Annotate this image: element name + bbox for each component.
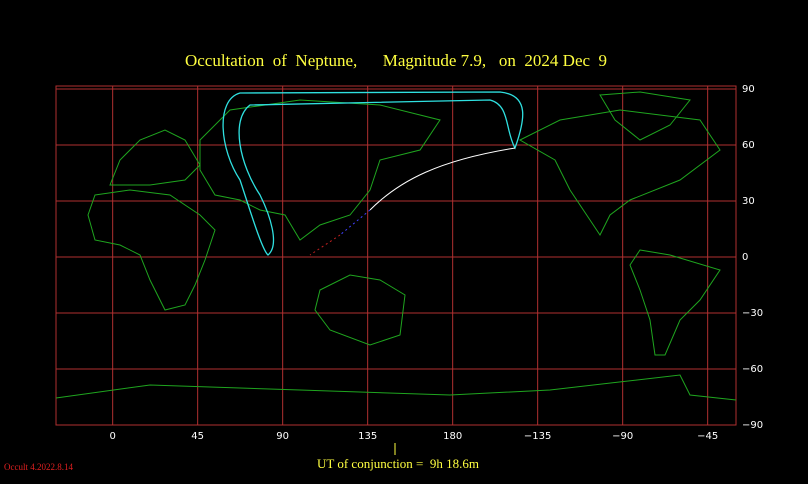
daylight-path — [339, 209, 371, 236]
x-tick-label: 90 — [276, 431, 289, 442]
south-america — [629, 249, 721, 356]
y-tick-label: 30 — [742, 196, 755, 207]
coastlines — [55, 91, 737, 401]
x-tick-label: −90 — [612, 431, 633, 442]
antarctica — [55, 374, 737, 401]
africa — [87, 189, 216, 311]
x-tick-label: 135 — [358, 431, 377, 442]
x-tick-label: 0 — [109, 431, 115, 442]
greenland — [599, 91, 691, 141]
y-tick-label: 90 — [742, 84, 755, 95]
twilight-path — [309, 234, 341, 256]
central-line — [369, 147, 516, 211]
grid — [55, 85, 737, 426]
y-tick-label: −30 — [742, 308, 763, 319]
map-title: Occultation of Neptune, Magnitude 7.9, o… — [185, 51, 607, 70]
y-tick-label: 60 — [742, 140, 755, 151]
x-tick-label: −135 — [524, 431, 551, 442]
visibility-limit-outer — [222, 91, 524, 256]
y-tick-label: −90 — [742, 420, 763, 431]
x-tick-label: 180 — [443, 431, 462, 442]
europe — [109, 129, 201, 186]
version-label: Occult 4.2022.8.14 — [4, 462, 73, 472]
y-tick-label: −60 — [742, 364, 763, 375]
occultation-paths — [222, 91, 524, 256]
x-tick-label: −45 — [697, 431, 718, 442]
north-america — [518, 109, 721, 236]
y-tick-label: 0 — [742, 252, 748, 263]
conjunction-time: UT of conjunction = 9h 18.6m — [317, 456, 479, 471]
x-tick-label: 45 — [191, 431, 204, 442]
australia — [314, 274, 406, 346]
